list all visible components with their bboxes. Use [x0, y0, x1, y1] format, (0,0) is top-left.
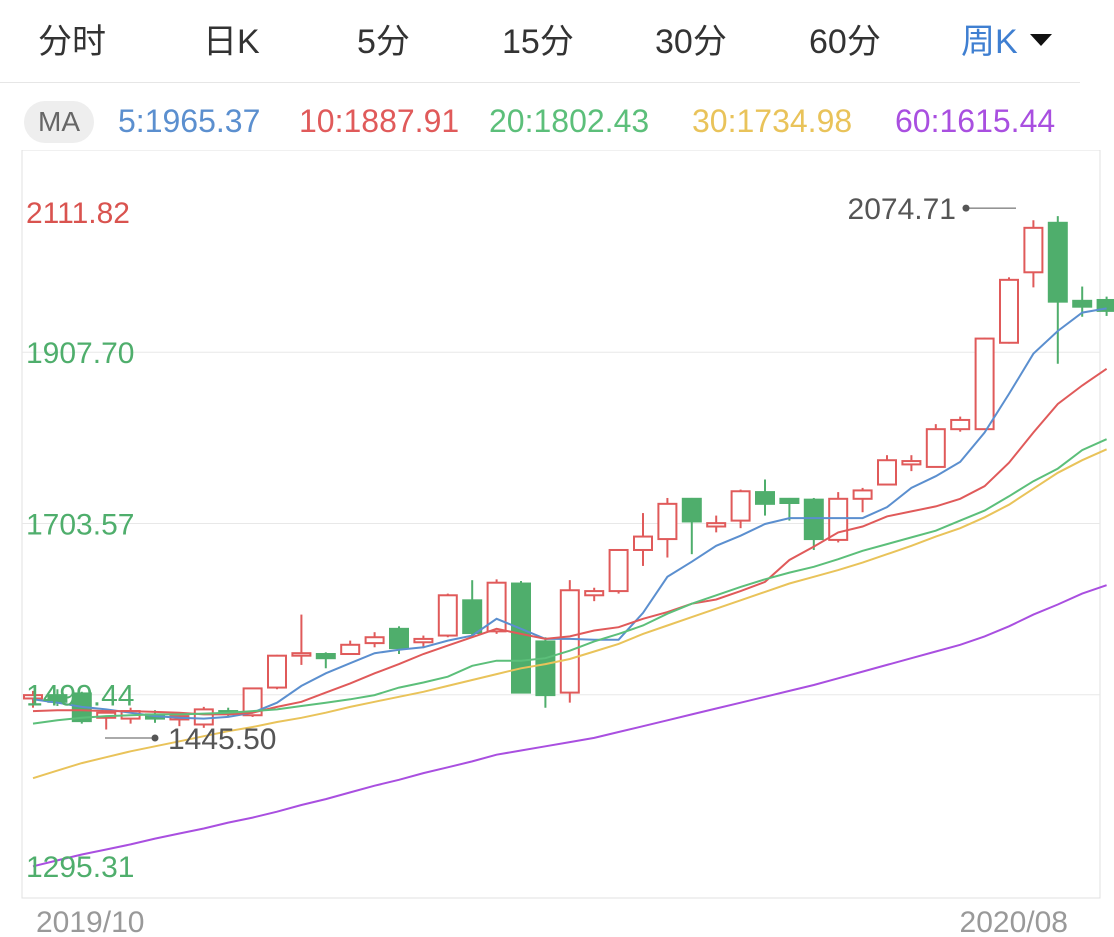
moving-average-legend: MA 5:1965.37 10:1887.91 20:1802.43 30:17…	[0, 100, 1114, 148]
ma5-value: 5:1965.37	[118, 103, 261, 139]
candle-up	[828, 497, 849, 541]
candle-up	[974, 337, 995, 431]
y-axis-label: 1295.31	[26, 851, 134, 884]
candlesticks	[23, 216, 1114, 730]
ma60-line	[32, 584, 1107, 868]
candle-up	[559, 589, 580, 694]
x-axis-label-end: 2020/08	[960, 906, 1068, 937]
candle-down	[1096, 298, 1114, 312]
candle-up	[999, 278, 1019, 344]
y-axis-label: 1907.70	[26, 337, 134, 370]
grid-lines	[21, 150, 1101, 899]
candle-up	[706, 522, 727, 528]
x-axis-labels: 2019/10 2020/08	[36, 906, 1068, 937]
y-axis-label: 1703.57	[26, 508, 134, 541]
candle-up	[1023, 226, 1044, 274]
ma60-value: 60:1615.44	[895, 103, 1056, 139]
candle-up	[413, 637, 434, 644]
candle-down	[779, 497, 800, 505]
candle-down	[755, 491, 775, 505]
candle-up	[608, 548, 629, 593]
y-axis-labels: 2111.82 1907.70 1703.57 1499.44 1295.31	[26, 197, 134, 884]
tab-60min[interactable]: 60分	[809, 23, 881, 61]
ma20-line	[32, 438, 1108, 725]
candle-up	[267, 654, 287, 689]
ma-lines	[32, 307, 1108, 868]
candle-up	[486, 581, 507, 633]
candle-up	[340, 643, 361, 656]
candle-down	[681, 497, 702, 523]
tab-30min[interactable]: 30分	[655, 23, 727, 61]
candle-down	[511, 582, 531, 694]
candle-up	[901, 460, 922, 466]
candle-up	[852, 489, 873, 500]
candle-down	[389, 627, 409, 650]
x-axis-label-start: 2019/10	[36, 906, 144, 937]
tab-intraday[interactable]: 分时	[38, 23, 106, 61]
candle-up	[437, 594, 458, 637]
ma30-line	[32, 448, 1108, 780]
candle-down	[1047, 221, 1068, 303]
dropdown-arrow-icon[interactable]	[1029, 34, 1052, 47]
ma20-value: 20:1802.43	[489, 103, 650, 139]
candle-up	[657, 502, 678, 541]
candle-up	[364, 636, 385, 645]
ma10-value: 10:1887.91	[299, 103, 460, 139]
tab-5min[interactable]: 5分	[357, 23, 410, 61]
candle-down	[315, 653, 336, 660]
candle-up	[925, 428, 946, 468]
candle-up	[730, 490, 751, 522]
annotations: 2074.71 1445.50	[105, 193, 1016, 756]
y-axis-label: 1499.44	[26, 680, 134, 713]
period-tabs: 分时 日K 5分 15分 30分 60分 周K	[0, 0, 1080, 83]
candle-up	[23, 694, 43, 700]
tab-weekly-k[interactable]: 周K	[961, 14, 1052, 63]
ma-badge[interactable]: MA	[24, 101, 94, 143]
tab-15min[interactable]: 15分	[502, 23, 574, 61]
ma5-line	[32, 307, 1107, 720]
candle-down	[803, 498, 824, 541]
low-marker	[151, 734, 159, 742]
high-value-label: 2074.71	[848, 193, 956, 226]
ma30-value: 30:1734.98	[692, 103, 853, 139]
candle-up	[877, 459, 897, 486]
candle-up	[584, 590, 605, 597]
candle-down	[1072, 299, 1093, 308]
candle-up	[291, 652, 312, 657]
candle-down	[462, 599, 483, 635]
candle-up	[950, 418, 971, 431]
kline-chart[interactable]: 2111.82 1907.70 1703.57 1499.44 1295.31 2074…	[0, 150, 1114, 937]
low-value-label: 1445.50	[168, 723, 276, 756]
high-marker	[962, 204, 970, 212]
tab-weekly-k-label: 周K	[961, 23, 1018, 61]
ma10-line	[32, 367, 1108, 716]
candle-down	[535, 640, 556, 697]
tab-daily-k[interactable]: 日K	[203, 23, 260, 61]
candle-up	[242, 687, 263, 717]
candle-up	[633, 535, 653, 551]
y-axis-label: 2111.82	[26, 197, 130, 230]
